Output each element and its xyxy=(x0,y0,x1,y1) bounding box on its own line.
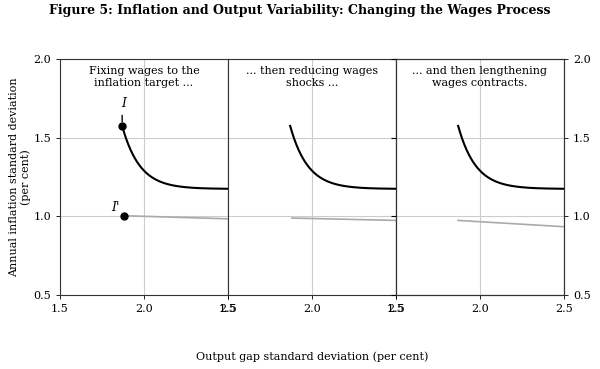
Text: Output gap standard deviation (per cent): Output gap standard deviation (per cent) xyxy=(196,351,428,362)
Text: I: I xyxy=(121,97,127,110)
Text: I': I' xyxy=(111,201,119,214)
Text: Fixing wages to the
inflation target ...: Fixing wages to the inflation target ... xyxy=(89,66,199,88)
Text: ... then reducing wages
shocks ...: ... then reducing wages shocks ... xyxy=(246,66,378,88)
Text: Annual inflation standard deviation
(per cent): Annual inflation standard deviation (per… xyxy=(9,77,31,277)
Text: ... and then lengthening
wages contracts.: ... and then lengthening wages contracts… xyxy=(412,66,547,88)
Text: Figure 5: Inflation and Output Variability: Changing the Wages Process: Figure 5: Inflation and Output Variabili… xyxy=(49,4,551,17)
